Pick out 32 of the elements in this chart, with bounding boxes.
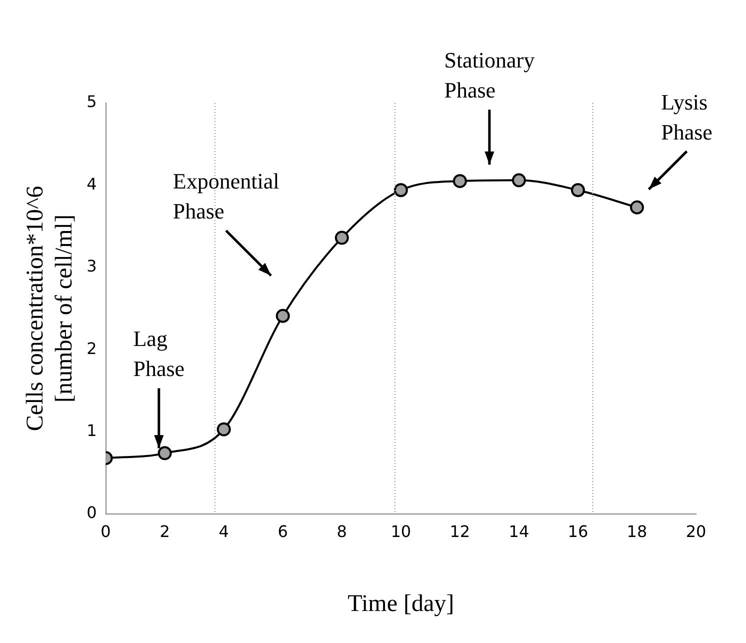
- y-tick-label: 5: [86, 92, 97, 112]
- y-tick-label: 4: [86, 174, 97, 194]
- x-axis-title: Time [day]: [348, 590, 454, 617]
- point: [630, 200, 644, 214]
- y-tick-label: 0: [86, 503, 97, 522]
- y-tick-label: 3: [86, 256, 97, 276]
- x-tick-label: 12: [450, 522, 470, 541]
- x-tick-label: 0: [100, 522, 111, 541]
- point: [276, 308, 290, 323]
- annotation: Exponential Phase: [172, 168, 280, 224]
- point: [394, 183, 408, 198]
- point: [452, 174, 467, 188]
- x-tick-label: 18: [626, 522, 648, 541]
- x-tick-label: 20: [686, 522, 706, 541]
- y-tick-label: 2: [86, 338, 97, 358]
- y-tick-label: 1: [86, 420, 97, 440]
- point: [158, 446, 172, 460]
- x-tick-label: 8: [336, 522, 347, 541]
- x-tick-label: 4: [218, 522, 229, 541]
- x-tick-label: 6: [278, 522, 288, 541]
- annotation: Lag Phase: [133, 326, 185, 382]
- point: [512, 173, 526, 188]
- x-tick-label: 14: [508, 522, 530, 541]
- x-tick-label: 10: [390, 522, 412, 541]
- x-tick-label: 2: [160, 522, 170, 541]
- point: [216, 422, 231, 436]
- point: [570, 183, 585, 198]
- x-tick-label: 16: [568, 522, 588, 541]
- annotation: Lysis Phase: [661, 89, 712, 144]
- y-axis-title: Cells concentration*10^6 [number of cell/ml]: [22, 186, 78, 432]
- point: [334, 230, 349, 245]
- annotation: Stationary Phase: [444, 48, 535, 103]
